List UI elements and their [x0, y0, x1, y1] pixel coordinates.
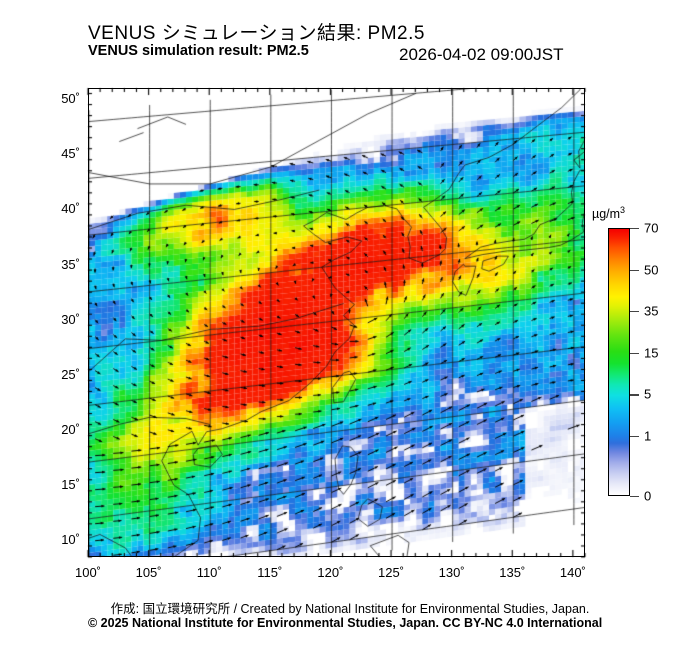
lon-tick-label-135: 135˚ [499, 565, 526, 580]
page-title-japanese: VENUS シミュレーション結果: PM2.5 [88, 23, 425, 44]
lon-tick-label-100: 100˚ [74, 565, 102, 580]
lat-tick-label-20: 20˚ [61, 422, 80, 438]
footer-copyright-line: © 2025 National Institute for Environmen… [88, 616, 603, 630]
colorbar-tick-70 [630, 228, 639, 230]
colorbar: µg/m3 70 50 35 15 5 1 0 [592, 205, 658, 504]
colorbar-gradient [608, 228, 630, 496]
colorbar-tick-label-1: 1 [644, 428, 652, 444]
lon-tick-label-105: 105˚ [135, 565, 162, 580]
colorbar-tick-0 [630, 496, 639, 498]
lon-tick-label-140: 140˚ [559, 565, 586, 580]
lat-tick-label-10: 10˚ [61, 532, 80, 548]
lon-tick-label-125: 125˚ [378, 565, 405, 580]
colorbar-tick-1 [630, 435, 639, 438]
colorbar-tick-label-15: 15 [644, 345, 659, 361]
colorbar-tick-label-35: 35 [644, 303, 659, 319]
lon-tick-label-130: 130˚ [438, 565, 465, 580]
lat-tick-label-45: 45˚ [61, 146, 80, 162]
colorbar-unit-exponent: 3 [620, 205, 626, 215]
colorbar-tick-15 [630, 352, 639, 354]
lon-tick-label-110: 110˚ [196, 565, 222, 580]
lat-tick-label-25: 25˚ [61, 366, 80, 382]
lat-tick-label-50: 50˚ [61, 91, 80, 107]
lat-tick-label-30: 30˚ [61, 311, 80, 327]
map-raster-canvas [89, 89, 584, 556]
lat-tick-label-35: 35˚ [61, 256, 80, 272]
lon-tick-label-115: 115˚ [257, 565, 283, 580]
colorbar-tick-label-5: 5 [644, 386, 652, 402]
colorbar-tick-5 [630, 394, 639, 396]
colorbar-tick-35 [630, 311, 639, 313]
footer-credit-line: 作成: 国立環境研究所 / Created by National Instit… [110, 602, 590, 616]
lon-tick-label-120: 120˚ [317, 565, 344, 580]
timestamp-label: 2026-04-02 09:00JST [399, 45, 564, 64]
lat-tick-label-40: 40˚ [61, 201, 80, 217]
colorbar-unit-label: µg/m3 [592, 205, 625, 221]
page-title-english: VENUS simulation result: PM2.5 [88, 43, 309, 59]
colorbar-tick-label-50: 50 [644, 262, 659, 278]
colorbar-tick-label-70: 70 [644, 220, 659, 236]
colorbar-unit-text: µg/m [592, 207, 621, 222]
pm25-map-plot[interactable] [88, 88, 585, 557]
colorbar-tick-label-0: 0 [644, 488, 652, 504]
lat-tick-label-15: 15˚ [61, 477, 80, 493]
colorbar-tick-50 [630, 269, 639, 271]
